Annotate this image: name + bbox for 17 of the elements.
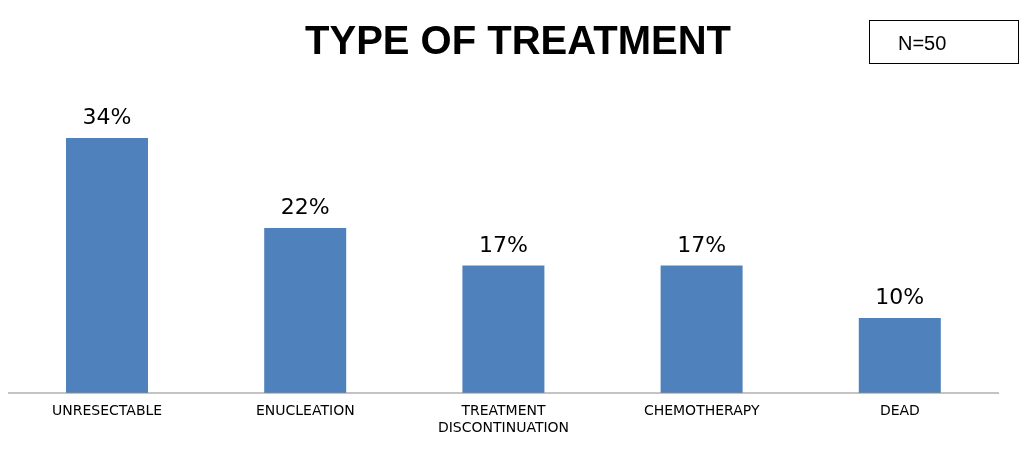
data-label: 17% bbox=[478, 231, 528, 257]
bar bbox=[462, 265, 545, 393]
x-tick-label: CHEMOTHERAPY bbox=[643, 402, 760, 418]
text: N=50 bbox=[869, 20, 1019, 64]
data-label: 17% bbox=[677, 231, 727, 257]
data-label: 10% bbox=[875, 284, 925, 309]
bar bbox=[858, 318, 941, 393]
bar bbox=[66, 138, 148, 393]
x-tick-label: UNRESECTABLE bbox=[52, 402, 163, 418]
x-tick-label: TREATMENT DISCONTINUATION bbox=[437, 402, 570, 435]
bar bbox=[660, 265, 743, 393]
data-label: 34% bbox=[82, 104, 132, 129]
x-tick-label: DEAD bbox=[879, 402, 920, 418]
x-tick-label: ENUCLEATION bbox=[255, 402, 355, 418]
data-label: 22% bbox=[280, 194, 330, 219]
chart-title: TYPE OF TREATMENT bbox=[305, 18, 731, 62]
bar bbox=[264, 228, 347, 393]
